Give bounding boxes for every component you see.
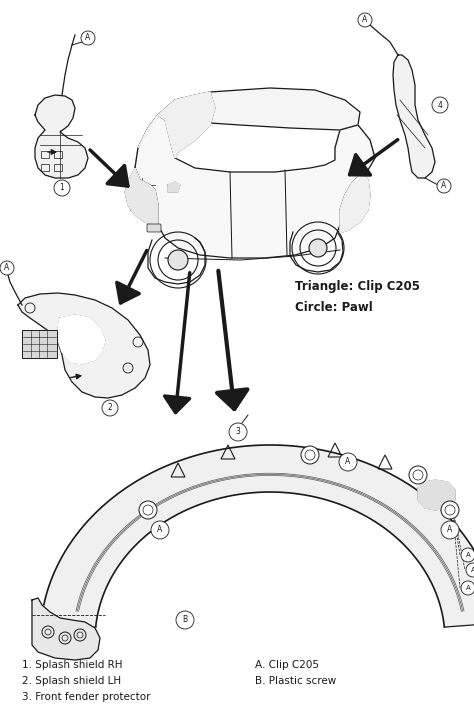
Circle shape xyxy=(168,250,188,270)
Polygon shape xyxy=(32,598,100,660)
Circle shape xyxy=(441,501,459,519)
Circle shape xyxy=(339,453,357,471)
Circle shape xyxy=(54,180,70,196)
Polygon shape xyxy=(125,168,158,225)
Text: 3: 3 xyxy=(236,427,240,436)
Circle shape xyxy=(301,446,319,464)
Polygon shape xyxy=(393,55,435,178)
Circle shape xyxy=(81,31,95,45)
Text: A: A xyxy=(447,525,453,534)
Polygon shape xyxy=(58,315,105,364)
Circle shape xyxy=(176,611,194,629)
Text: 2. Splash shield LH: 2. Splash shield LH xyxy=(22,676,121,686)
Text: B: B xyxy=(182,615,188,625)
Circle shape xyxy=(0,261,14,275)
Circle shape xyxy=(432,97,448,113)
Text: A: A xyxy=(346,458,351,467)
Circle shape xyxy=(461,581,474,595)
Circle shape xyxy=(151,521,169,539)
Polygon shape xyxy=(168,182,180,192)
Text: A: A xyxy=(4,264,9,273)
Circle shape xyxy=(309,239,327,257)
Text: A: A xyxy=(441,181,447,190)
Text: A. Clip C205: A. Clip C205 xyxy=(255,660,319,670)
Text: 1: 1 xyxy=(60,183,64,192)
Text: A: A xyxy=(465,585,470,591)
Text: 3. Front fender protector: 3. Front fender protector xyxy=(22,692,151,702)
Polygon shape xyxy=(41,445,474,627)
Text: A: A xyxy=(85,34,91,42)
Circle shape xyxy=(139,501,157,519)
Bar xyxy=(41,164,49,171)
Text: Triangle: Clip C205
Circle: Pawl: Triangle: Clip C205 Circle: Pawl xyxy=(295,280,420,314)
Text: 4: 4 xyxy=(438,101,442,109)
Polygon shape xyxy=(35,95,88,178)
Circle shape xyxy=(409,466,427,484)
Circle shape xyxy=(466,563,474,577)
Bar xyxy=(54,151,62,158)
FancyBboxPatch shape xyxy=(147,224,161,232)
Circle shape xyxy=(437,179,451,193)
Circle shape xyxy=(441,521,459,539)
Bar xyxy=(54,164,62,171)
Text: A: A xyxy=(157,525,163,534)
Text: B. Plastic screw: B. Plastic screw xyxy=(255,676,336,686)
Circle shape xyxy=(229,423,247,441)
Polygon shape xyxy=(158,88,360,130)
Circle shape xyxy=(461,548,474,562)
Text: A: A xyxy=(465,552,470,558)
Bar xyxy=(22,330,57,358)
Circle shape xyxy=(102,400,118,416)
Polygon shape xyxy=(18,293,150,398)
Polygon shape xyxy=(135,115,375,258)
Polygon shape xyxy=(340,175,370,233)
Text: A: A xyxy=(471,567,474,573)
Polygon shape xyxy=(418,480,455,510)
Text: 1. Splash shield RH: 1. Splash shield RH xyxy=(22,660,122,670)
Text: A: A xyxy=(363,16,368,25)
Polygon shape xyxy=(135,115,175,185)
Bar xyxy=(41,151,49,158)
Polygon shape xyxy=(138,92,215,158)
Circle shape xyxy=(358,13,372,27)
Text: 2: 2 xyxy=(108,403,112,412)
Polygon shape xyxy=(335,125,375,175)
